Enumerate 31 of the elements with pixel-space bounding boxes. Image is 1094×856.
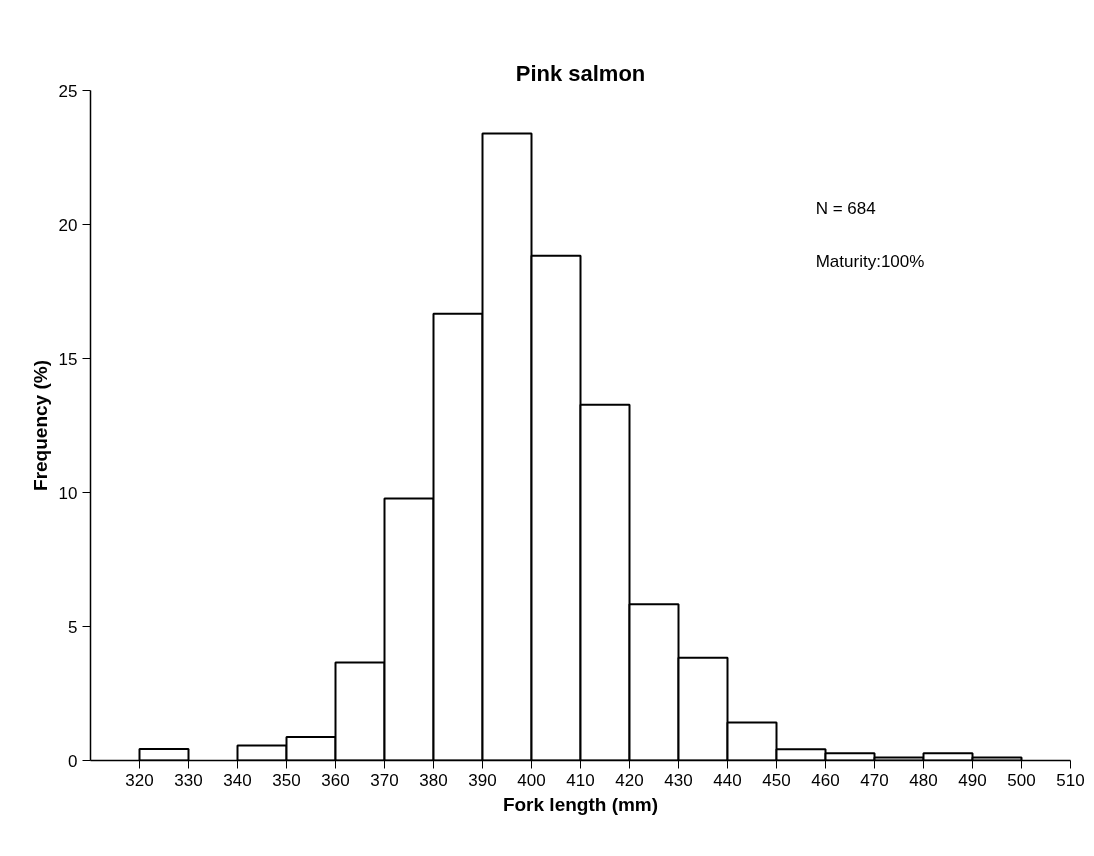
y-tick-label: 25 bbox=[58, 81, 78, 101]
x-tick-label: 450 bbox=[762, 770, 791, 790]
y-tick-label: 15 bbox=[58, 349, 78, 369]
y-axis-title: Frequency (%) bbox=[29, 360, 51, 491]
x-tick-label: 500 bbox=[1007, 770, 1036, 790]
x-tick-label: 360 bbox=[321, 770, 350, 790]
x-tick-label: 490 bbox=[958, 770, 987, 790]
x-tick-label: 460 bbox=[811, 770, 840, 790]
x-tick-label: 370 bbox=[370, 770, 399, 790]
x-tick-label: 340 bbox=[223, 770, 252, 790]
x-tick-label: 320 bbox=[125, 770, 154, 790]
annotation: Maturity:100% bbox=[815, 252, 925, 272]
x-axis-title: Fork length (mm) bbox=[502, 793, 659, 815]
x-tick-label: 390 bbox=[468, 770, 497, 790]
chart-title: Pink salmon bbox=[515, 60, 646, 86]
y-tick-label: 20 bbox=[58, 215, 78, 235]
x-tick-label: 470 bbox=[860, 770, 889, 790]
y-tick-label: 5 bbox=[68, 617, 78, 637]
annotation: N = 684 bbox=[815, 198, 876, 218]
x-tick-label: 430 bbox=[664, 770, 693, 790]
x-tick-label: 440 bbox=[713, 770, 742, 790]
x-tick-label: 330 bbox=[174, 770, 203, 790]
x-tick-label: 350 bbox=[272, 770, 301, 790]
y-tick-label: 10 bbox=[58, 483, 78, 503]
x-tick-label: 400 bbox=[517, 770, 546, 790]
x-tick-label: 420 bbox=[615, 770, 644, 790]
x-tick-label: 510 bbox=[1056, 770, 1085, 790]
x-tick-label: 410 bbox=[566, 770, 595, 790]
x-tick-label: 480 bbox=[909, 770, 938, 790]
x-tick-label: 380 bbox=[419, 770, 448, 790]
y-tick-label: 0 bbox=[68, 751, 78, 771]
